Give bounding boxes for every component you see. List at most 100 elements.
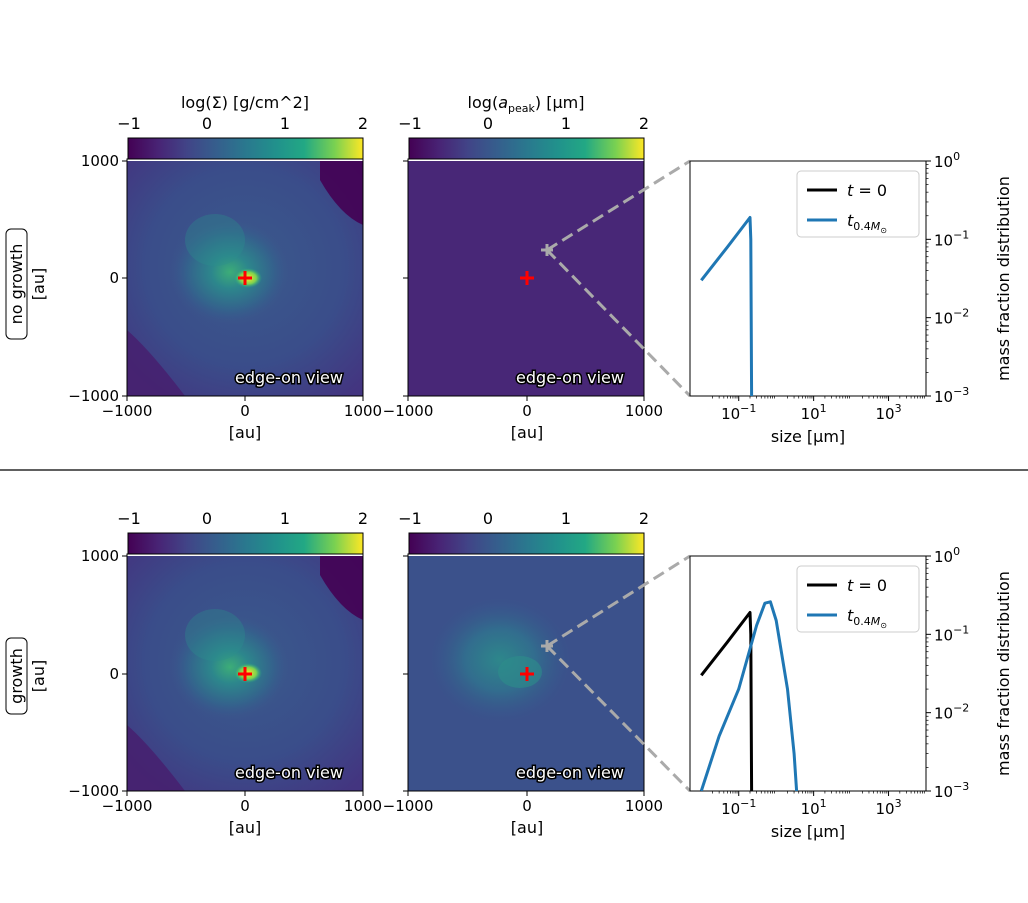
star-marker: [520, 667, 534, 681]
y-tick-label: 0: [109, 665, 119, 683]
legend: t = 0 t0.4M⊙: [796, 565, 920, 633]
colorbar-tick: 2: [639, 509, 649, 528]
colorbar-tick: −1: [117, 509, 141, 528]
x-tick-label: 10−1: [721, 797, 756, 818]
colorbar-tick: 2: [358, 509, 368, 528]
legend-label: t = 0: [847, 576, 887, 595]
colorbar-tick: 2: [358, 114, 368, 133]
y-axis-label: mass fraction distribution: [994, 176, 1013, 381]
colorbar-ticks: −1 0 1 2: [117, 509, 368, 528]
x-tick-label: 1000: [344, 797, 382, 815]
series-line: [699, 600, 799, 791]
view-annotation: edge-on view: [235, 368, 343, 387]
colorbar: [127, 137, 364, 160]
x-axis-label: [au]: [511, 423, 543, 442]
apeak-map-panel: log(apeak) [μm] −1 0 1 2 edge-on view: [383, 93, 663, 442]
view-annotation: edge-on view: [516, 368, 624, 387]
x-tick-label: 103: [875, 402, 901, 423]
y-tick-label: 10−2: [934, 702, 969, 723]
colorbar-tick: 0: [202, 114, 212, 133]
colorbar-tick: 1: [280, 509, 290, 528]
y-ticks: 1000 0 −1000: [68, 152, 127, 405]
y-tick-label: 10−2: [934, 307, 969, 328]
star-marker: [238, 271, 252, 285]
zoom-indicator: [541, 159, 692, 398]
y-tick-label: 10−3: [934, 780, 969, 801]
row-no-growth: no growth [au] log(Σ) [g/cm^2] −1 0 1 2: [5, 93, 1013, 446]
x-axis-label: [au]: [229, 818, 261, 837]
colorbar: [408, 532, 645, 555]
x-tick-label: −1000: [383, 402, 434, 420]
x-ticks: −1000 0 1000: [102, 396, 382, 420]
x-tick-label: 1000: [625, 402, 663, 420]
x-tick-label: 10−1: [721, 402, 756, 423]
row-label-box: growth [au]: [5, 637, 48, 715]
y-tick-label: 1000: [81, 547, 119, 565]
colorbar-title: log(Σ) [g/cm^2]: [181, 93, 309, 112]
x-tick-label: −1000: [102, 797, 153, 815]
x-tick-label: 0: [240, 797, 250, 815]
view-annotation: edge-on view: [516, 763, 624, 782]
y-tick-label: 100: [934, 150, 960, 171]
row-growth: growth [au] −1 0 1 2 edge-on view: [5, 509, 1013, 841]
y-axis: 100 10−1 10−2 10−3 mass fraction distributio…: [926, 150, 1013, 406]
row-label-box: no growth [au]: [5, 228, 48, 340]
x-tick-label: 1000: [625, 797, 663, 815]
colorbar-tick: 0: [483, 114, 493, 133]
x-tick-label: −1000: [102, 402, 153, 420]
x-axis-label: [au]: [229, 423, 261, 442]
colorbar-tick: 1: [280, 114, 290, 133]
plot-area: [699, 600, 799, 791]
legend: t = 0 t0.4M⊙: [796, 170, 920, 238]
y-ticks: 1000 0 −1000: [68, 547, 127, 800]
colorbar-tick: 2: [639, 114, 649, 133]
y-tick-label: 10−1: [934, 228, 969, 249]
colorbar-ticks: −1 0 1 2: [398, 114, 649, 133]
y-ticks: [403, 555, 408, 792]
x-tick-label: 103: [875, 797, 901, 818]
star-marker: [520, 271, 534, 285]
size-distribution-panel: 10−1 101 103 size [μm] 100 10−1 10−2 10−3 mass …: [689, 545, 1013, 841]
colorbar-tick: 0: [483, 509, 493, 528]
x-axis-label: size [μm]: [771, 427, 845, 446]
plot-area: [700, 216, 754, 396]
colorbar: [408, 137, 645, 160]
colorbar-ticks: −1 0 1 2: [398, 509, 649, 528]
colorbar-tick: −1: [117, 114, 141, 133]
x-tick-label: 1000: [344, 402, 382, 420]
x-tick-label: 0: [522, 402, 532, 420]
y-axis: 100 10−1 10−2 10−3 mass fraction distributio…: [926, 545, 1013, 801]
series-line: [700, 216, 754, 396]
apeak-map-image: [408, 556, 644, 791]
size-distribution-panel: 10−1 101 103 size [μm] 100 10−1 10−2 10−3 mass …: [689, 150, 1013, 446]
colorbar-tick: 1: [561, 114, 571, 133]
y-axis-label: [au]: [29, 660, 48, 692]
colorbar-tick: −1: [398, 114, 422, 133]
colorbar-title: log(apeak) [μm]: [468, 93, 585, 115]
colorbar: [127, 532, 364, 555]
sigma-map-panel: −1 0 1 2 edge-on view: [68, 509, 382, 837]
x-tick-label: 0: [522, 797, 532, 815]
star-marker: [238, 667, 252, 681]
colorbar-tick: 0: [202, 509, 212, 528]
x-tick-label: 101: [801, 797, 827, 818]
y-ticks: [403, 160, 408, 397]
zoom-indicator: [541, 554, 692, 793]
y-axis-label: [au]: [29, 268, 48, 300]
x-axis: 10−1 101 103 size [μm]: [712, 791, 925, 841]
x-axis-label: size [μm]: [771, 822, 845, 841]
y-tick-label: 1000: [81, 152, 119, 170]
sigma-map-panel: log(Σ) [g/cm^2] −1 0 1 2 edge-on view: [68, 93, 382, 442]
view-annotation: edge-on view: [235, 763, 343, 782]
y-tick-label: 10−3: [934, 385, 969, 406]
legend-label: t0.4M⊙: [847, 211, 887, 235]
x-ticks: −1000 0 1000: [383, 396, 663, 420]
row-label: no growth: [7, 244, 26, 325]
x-ticks: −1000 0 1000: [383, 791, 663, 815]
x-tick-label: −1000: [383, 797, 434, 815]
y-tick-label: 10−1: [934, 623, 969, 644]
x-ticks: −1000 0 1000: [102, 791, 382, 815]
y-tick-label: −1000: [68, 387, 119, 405]
y-tick-label: 0: [109, 269, 119, 287]
